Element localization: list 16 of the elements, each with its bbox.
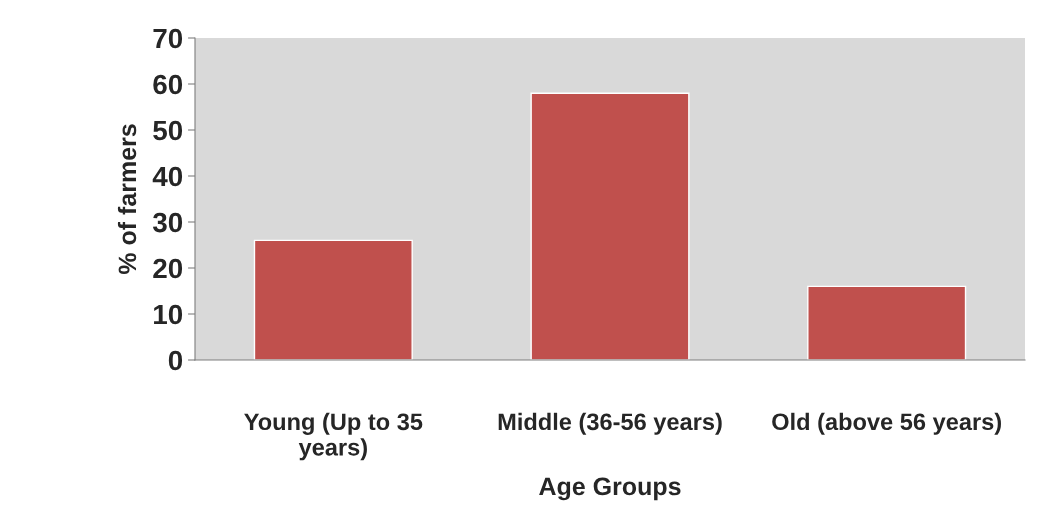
x-tick-label: Old (above 56 years) [772, 412, 1001, 435]
y-tick-label: 30 [152, 212, 183, 233]
y-axis-title: % of farmers [117, 124, 137, 275]
y-tick-label: 50 [153, 120, 183, 141]
y-tick-label: 40 [152, 166, 183, 187]
x-axis-title: Age Groups [539, 477, 681, 501]
y-tick-label: 0 [168, 350, 183, 371]
x-tick-label: Young (Up to 35 years) [244, 412, 423, 461]
y-tick-label: 10 [154, 304, 183, 325]
bar [530, 92, 690, 360]
y-tick-label: 60 [153, 74, 183, 95]
bar [807, 285, 967, 360]
bar [253, 239, 413, 360]
y-tick-label: 20 [153, 258, 183, 279]
y-tick-label: 70 [153, 28, 183, 49]
x-tick-label: Middle (36-56 years) [498, 412, 722, 435]
